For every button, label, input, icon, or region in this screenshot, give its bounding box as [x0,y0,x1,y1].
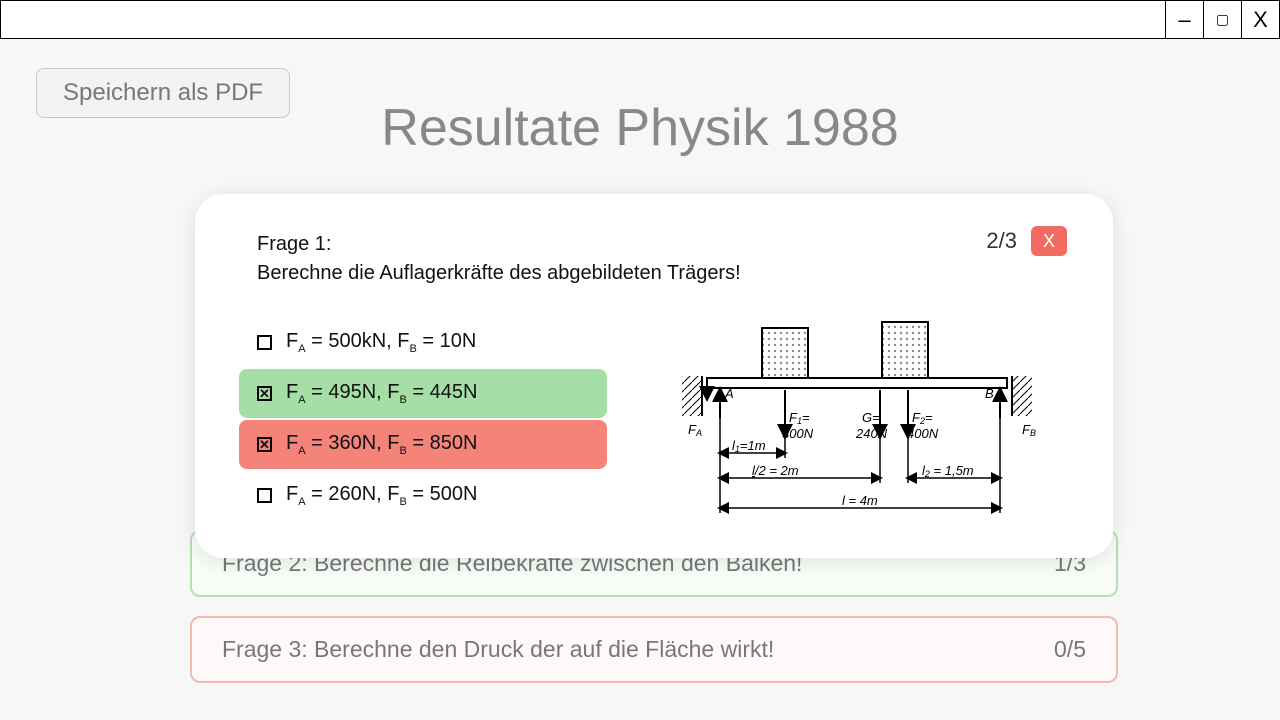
svg-text:l1=1m: l1=1m [732,438,766,454]
result-row-label: Frage 3: Berechne den Druck der auf die … [222,636,774,663]
question-modal: Frage 1: Berechne die Auflagerkräfte des… [195,194,1113,558]
beam-diagram: A B FA FB F1= 300N G= 240N F2= 400N [637,318,1067,526]
checkbox-icon [257,488,272,503]
window-close-button[interactable]: X [1241,1,1279,38]
svg-text:FA: FA [688,422,702,438]
modal-close-button[interactable]: X [1031,226,1067,256]
checkbox-icon: ✕ [257,386,272,401]
svg-text:l/2 = 2m: l/2 = 2m [752,463,799,478]
svg-text:l2 = 1,5m: l2 = 1,5m [922,463,974,479]
checkbox-icon: ✕ [257,437,272,452]
window-maximize-button[interactable]: ▢ [1203,1,1241,38]
checkbox-icon [257,335,272,350]
answer-option-3[interactable]: ✕ FA = 360N, FB = 850N [239,420,607,469]
result-row-score: 0/5 [1054,636,1086,663]
svg-text:400N: 400N [907,426,939,441]
answer-label: FA = 260N, FB = 500N [286,483,477,508]
window-titlebar: – ▢ X [0,0,1280,39]
page-title: Resultate Physik 1988 [0,98,1280,158]
attempt-counter: 2/3 [986,228,1017,254]
svg-text:F2=: F2= [912,410,933,426]
svg-text:F1=: F1= [789,410,810,426]
answer-label: FA = 360N, FB = 850N [286,432,477,457]
svg-text:l = 4m: l = 4m [842,493,878,508]
svg-text:A: A [724,386,734,401]
svg-text:B: B [985,386,994,401]
answer-list: FA = 500kN, FB = 10N ✕ FA = 495N, FB = 445… [239,318,607,526]
result-row-3[interactable]: Frage 3: Berechne den Druck der auf die … [190,616,1118,683]
answer-label: FA = 500kN, FB = 10N [286,330,476,355]
svg-text:300N: 300N [782,426,814,441]
svg-text:240N: 240N [855,426,888,441]
answer-option-2[interactable]: ✕ FA = 495N, FB = 445N [239,369,607,418]
answer-option-1[interactable]: FA = 500kN, FB = 10N [239,318,607,367]
window-minimize-button[interactable]: – [1165,1,1203,38]
svg-text:FB: FB [1022,422,1036,438]
question-text: Frage 1: Berechne die Auflagerkräfte des… [257,230,741,288]
answer-option-4[interactable]: FA = 260N, FB = 500N [239,471,607,520]
svg-text:G=: G= [862,410,880,425]
answer-label: FA = 495N, FB = 445N [286,381,477,406]
